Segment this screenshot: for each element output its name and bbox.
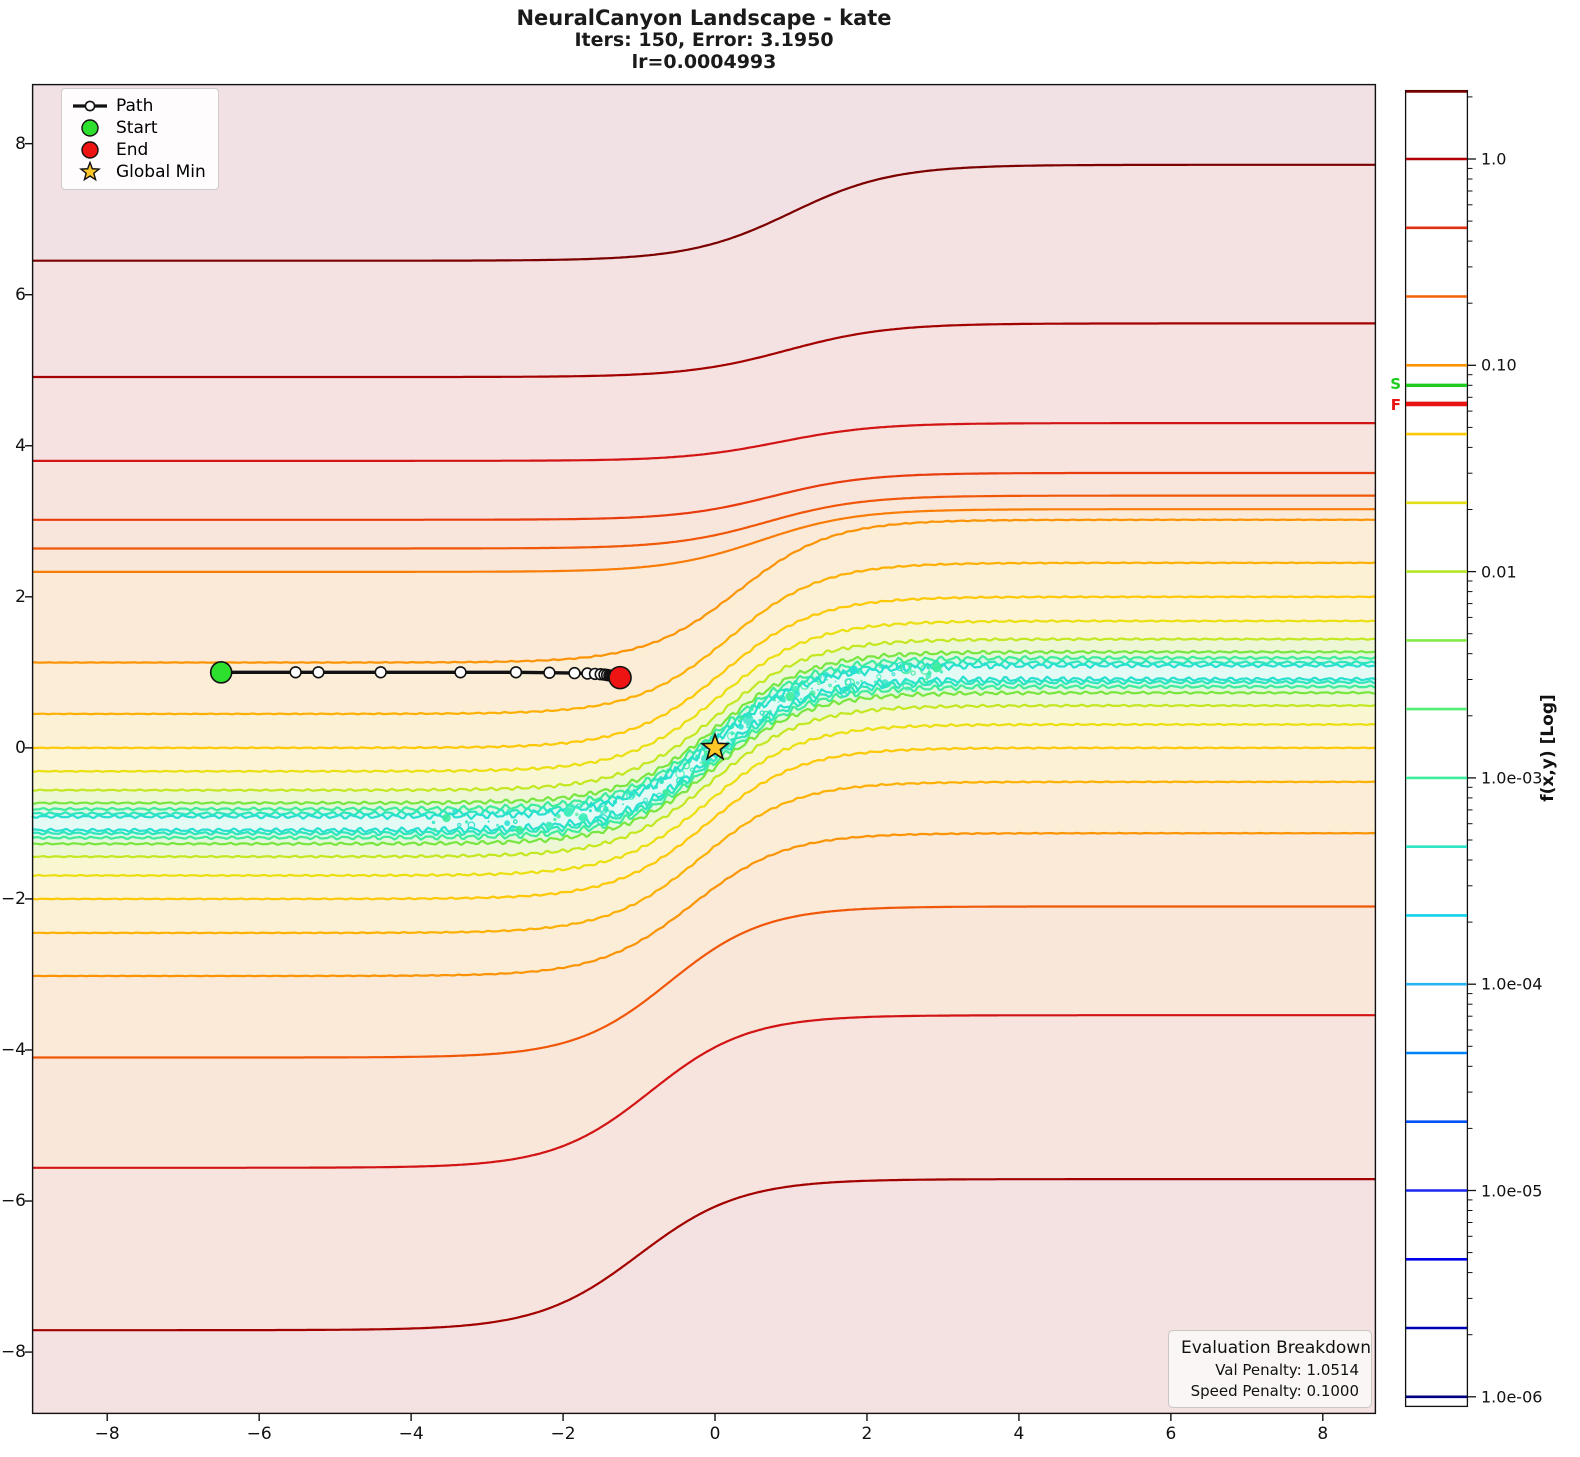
colorbar-tick-label: 0.10 bbox=[1481, 355, 1517, 375]
optimization-path bbox=[209, 661, 632, 690]
y-tick-label: −8 bbox=[0, 1342, 26, 1363]
x-tick-label: −4 bbox=[398, 1424, 424, 1444]
legend-label-global-min: Global Min bbox=[116, 162, 206, 182]
legend-label-path: Path bbox=[116, 96, 154, 116]
legend-item-end: End bbox=[70, 139, 206, 161]
legend-item-path: Path bbox=[70, 95, 206, 117]
path-line-icon bbox=[70, 100, 110, 112]
x-tick-label: −6 bbox=[246, 1424, 272, 1444]
evaluation-box: Evaluation Breakdown Val Penalty: 1.0514… bbox=[1168, 1330, 1372, 1408]
title-block: NeuralCanyon Landscape - kate Iters: 150… bbox=[0, 6, 1408, 74]
chart-subtitle-lr: lr=0.0004993 bbox=[631, 50, 777, 73]
legend-label-end: End bbox=[116, 140, 149, 160]
y-tick-label: −4 bbox=[0, 1039, 26, 1060]
y-tick-label: 6 bbox=[15, 284, 26, 305]
x-tick-label: 6 bbox=[1165, 1424, 1177, 1444]
chart-subtitle-iters-error: Iters: 150, Error: 3.1950 bbox=[574, 29, 834, 52]
contour-fill-bands bbox=[32, 84, 1376, 1414]
colorbar-tick-label: 0.01 bbox=[1481, 562, 1517, 582]
y-tick-label: −6 bbox=[0, 1191, 26, 1212]
axes bbox=[25, 83, 1377, 1421]
y-tick-label: 2 bbox=[15, 586, 26, 607]
end-marker bbox=[608, 665, 632, 690]
x-tick-label: 8 bbox=[1317, 1424, 1329, 1444]
y-tick-label: 4 bbox=[15, 435, 26, 456]
y-tick-label: 8 bbox=[15, 133, 26, 154]
colorbar-tick-label: 1.0e-04 bbox=[1481, 974, 1543, 994]
colorbar-final-marker-label: F bbox=[1390, 395, 1401, 414]
end-dot-icon bbox=[70, 140, 110, 160]
colorbar-tick-label: 1.0e-06 bbox=[1481, 1387, 1543, 1407]
start-dot-icon bbox=[70, 118, 110, 138]
x-tick-label: −2 bbox=[550, 1424, 576, 1444]
legend-label-start: Start bbox=[116, 118, 158, 138]
y-tick-label: −2 bbox=[0, 888, 26, 909]
colorbar-tick-label: 1.0e-05 bbox=[1481, 1181, 1543, 1200]
x-tick-label: 0 bbox=[709, 1424, 721, 1444]
colorbar bbox=[1404, 89, 1476, 1408]
colorbar-tick-label: 1.0 bbox=[1481, 149, 1507, 169]
start-marker bbox=[209, 661, 233, 684]
legend-item-start: Start bbox=[70, 117, 206, 139]
colorbar-tick-label: 1.0e-03 bbox=[1481, 768, 1543, 788]
global-min-star bbox=[699, 732, 731, 761]
legend-item-global-min: Global Min bbox=[70, 161, 206, 183]
val-penalty-value: Val Penalty: 1.0514 bbox=[1215, 1361, 1359, 1379]
x-tick-label: 2 bbox=[861, 1424, 873, 1444]
chart-title: NeuralCanyon Landscape - kate bbox=[516, 6, 892, 30]
x-tick-label: 4 bbox=[1013, 1424, 1025, 1444]
legend: Path Start End Global Min bbox=[61, 88, 219, 190]
y-tick-label: 0 bbox=[15, 737, 26, 758]
x-tick-label: −8 bbox=[94, 1424, 120, 1444]
star-icon bbox=[70, 161, 110, 183]
speed-penalty-value: Speed Penalty: 0.1000 bbox=[1190, 1382, 1359, 1400]
evaluation-box-title: Evaluation Breakdown bbox=[1181, 1338, 1371, 1358]
contour-plot bbox=[25, 83, 1377, 1421]
contour-plot-canvas bbox=[25, 83, 1377, 1421]
colorbar-start-marker-label: S bbox=[1390, 375, 1401, 394]
